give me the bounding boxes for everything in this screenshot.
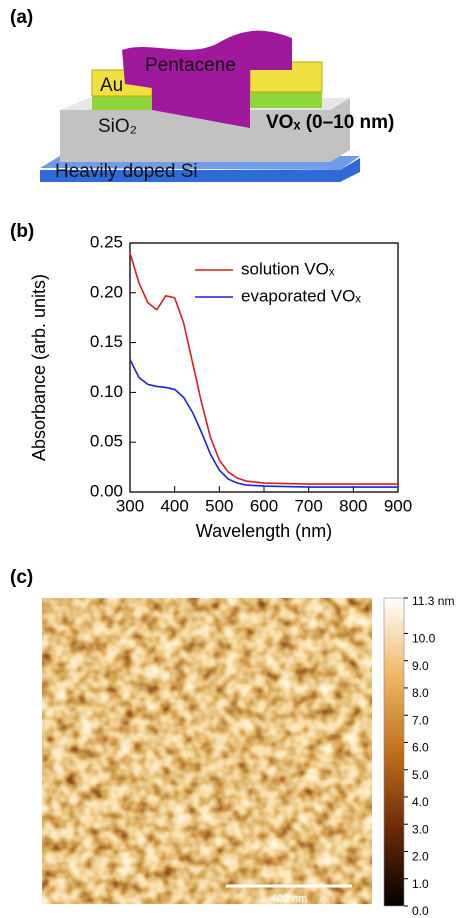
layer-label: VOₓ (0–10 nm)	[266, 112, 394, 133]
colorbar-tick-label: 5.0	[412, 768, 429, 782]
y-tick-label: 0.25	[90, 232, 123, 251]
data-line	[129, 252, 398, 485]
si-layer	[40, 158, 360, 182]
y-tick-label: 0.00	[90, 481, 123, 500]
colorbar-tick-label: 7.0	[412, 713, 429, 727]
colorbar-tick-label: 2.0	[412, 850, 429, 864]
y-tick-label: 0.05	[90, 432, 123, 451]
layer-label: Pentacene	[145, 55, 236, 76]
colorbar-tick-label: 3.0	[412, 822, 429, 836]
afm-image	[42, 598, 372, 904]
y-tick-label: 0.15	[90, 332, 123, 351]
colorbar-tick-label: 8.0	[412, 686, 429, 700]
x-tick-label: 600	[250, 496, 278, 515]
vox-left	[92, 96, 154, 110]
scale-bar-label: 400 nm	[271, 893, 308, 905]
y-tick-label: 0.20	[90, 282, 123, 301]
sio2-layer	[60, 98, 350, 162]
colorbar-tick-label: 0.0	[412, 904, 429, 918]
legend-label: solution VOₓ	[241, 259, 335, 278]
x-tick-label: 300	[116, 496, 144, 515]
layer-label: Heavily doped Si	[55, 161, 198, 182]
colorbar-tick-label: 4.0	[412, 795, 429, 809]
x-tick-label: 900	[384, 496, 412, 515]
legend-label: evaporated VOₓ	[241, 286, 361, 305]
colorbar: 11.3 nm 10.0 9.0 8.0 7.0 6.0 5.0 4.0 3.0 2.0 1.0 0.…	[383, 594, 454, 918]
panel-label: (a)	[10, 7, 33, 28]
colorbar-tick-label: 1.0	[412, 877, 429, 891]
colorbar-tick-label: 6.0	[412, 741, 429, 755]
panel-label: (c)	[10, 567, 33, 588]
vox-right	[250, 92, 322, 108]
layer-label: Au	[100, 75, 123, 96]
pentacene-layer	[122, 30, 292, 128]
colorbar-scale	[383, 597, 405, 907]
colorbar-tick-label: 9.0	[412, 659, 429, 673]
chart: 300 400 500 600 700 800 900 0.00 0.05 0.10 0.15 0.2…	[29, 232, 412, 540]
plot-frame	[129, 242, 399, 493]
x-tick-label: 800	[339, 496, 367, 515]
y-axis-label: Absorbance (arb. units)	[29, 274, 49, 461]
panel-label: (b)	[10, 221, 34, 242]
device-schematic	[40, 30, 360, 182]
layer-label: SiO₂	[98, 116, 137, 137]
y-tick-label: 0.10	[90, 382, 123, 401]
x-tick-label: 700	[294, 496, 322, 515]
x-tick-label: 500	[205, 496, 233, 515]
colorbar-tick-label: 10.0	[412, 632, 436, 646]
colorbar-tick-label: 11.3 nm	[412, 594, 454, 608]
x-axis-label: Wavelength (nm)	[196, 521, 332, 541]
x-tick-label: 400	[160, 496, 188, 515]
data-line	[129, 359, 398, 488]
